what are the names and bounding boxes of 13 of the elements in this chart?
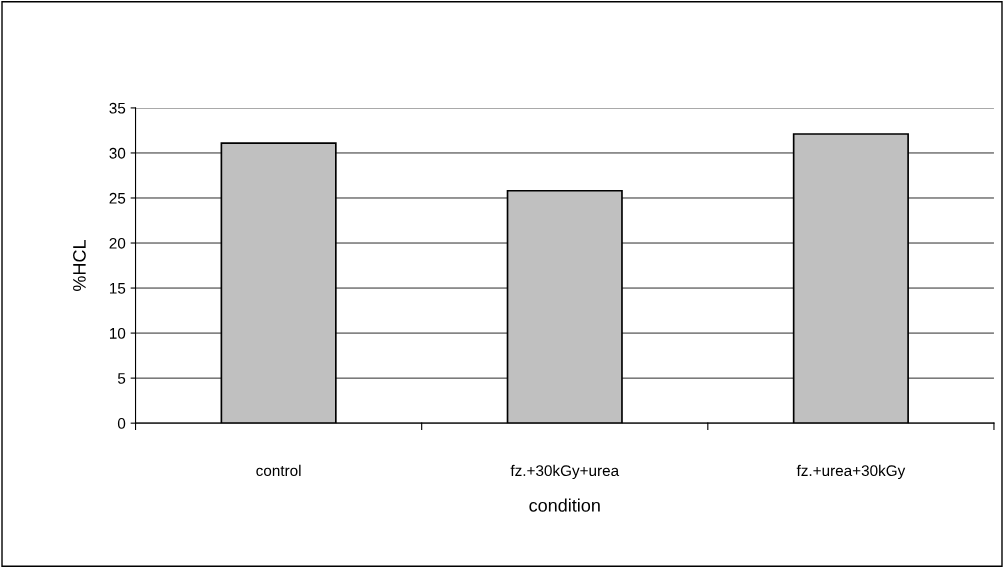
x-axis-title: condition xyxy=(529,498,600,512)
y-tick-label: 25 xyxy=(109,192,126,204)
x-tick-label: control xyxy=(256,464,301,477)
y-tick-label: 10 xyxy=(109,327,126,339)
y-tick-label: 15 xyxy=(109,283,126,294)
x-tick-label: fz.+urea+30kGy xyxy=(796,464,906,480)
y-tick-label: 5 xyxy=(117,373,126,384)
y-axis-title: %HCL xyxy=(73,240,86,291)
y-tick-label: 0 xyxy=(117,418,126,429)
y-tick-label: 30 xyxy=(109,147,126,159)
y-tick-label: 35 xyxy=(109,102,126,114)
x-tick-label: fz.+30kGy+urea xyxy=(510,464,620,480)
y-tick-label: 20 xyxy=(109,237,126,249)
